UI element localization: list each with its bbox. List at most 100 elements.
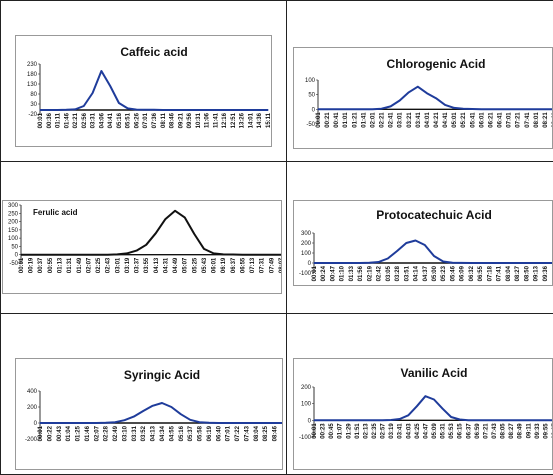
x-tick-label: 00:37 [38,257,44,273]
x-tick-label: 04:13 [154,257,160,273]
data-point [321,419,324,421]
data-point [280,254,281,256]
x-tick-label: 07:01 [143,112,149,128]
data-point [161,402,163,404]
x-tick-label: 00:45 [329,423,335,439]
data-point [387,257,389,260]
data-point [493,419,495,421]
x-tick-label: 01:04 [66,425,72,441]
data-point [444,104,446,106]
data-point [461,262,463,264]
x-tick-label: 02:41 [389,112,395,128]
data-point [534,262,537,264]
data-point [462,108,464,110]
data-point [155,232,157,234]
data-point [498,108,501,110]
data-point [241,109,243,111]
data-point [426,92,428,94]
y-tick-label: 130 [27,82,38,88]
chart-title: Chlorogenic Acid [387,57,486,71]
data-point [92,92,94,94]
data-point [417,86,419,88]
x-tick-label: 08:25 [263,425,269,441]
x-tick-label: 05:51 [126,112,132,128]
x-tick-label: 09:33 [535,423,541,439]
x-tick-label: 05:25 [192,257,198,273]
x-tick-label: 08:49 [518,423,524,439]
x-tick-label: 03:19 [125,257,131,273]
x-tick-label: 01:01 [343,112,349,128]
x-tick-label: 07:43 [492,423,498,439]
x-tick-label: 04:47 [423,423,429,439]
x-tick-label: 02:13 [363,423,369,439]
x-tick-label: 02:07 [94,425,100,441]
x-tick-label: 05:09 [432,423,438,439]
x-tick-label: 01:25 [76,425,82,441]
data-point [399,418,401,420]
x-tick-label: 04:14 [414,265,420,281]
x-tick-label: 06:32 [469,265,475,281]
x-tick-label: 08:50 [524,265,530,281]
x-tick-label: 14:36 [257,112,263,128]
data-point [381,419,384,421]
y-tick-label: 300 [8,203,19,209]
x-tick-label: 01:33 [349,265,355,281]
data-point [424,395,427,397]
data-point [517,108,519,110]
data-point [362,108,364,110]
x-tick-label: 01:31 [67,257,73,273]
data-point [535,108,537,110]
x-tick-label: 03:28 [395,265,401,281]
y-tick-label: 100 [8,236,19,242]
data-point [356,419,358,421]
data-point [516,262,518,264]
y-tick-label: 80 [30,92,37,98]
y-tick-label: 180 [27,72,38,78]
x-tick-label: 01:29 [346,423,352,439]
x-tick-label: 02:07 [86,257,92,273]
data-point [270,254,272,256]
x-tick-label: 07:31 [260,257,266,273]
data-point [378,261,380,263]
data-point [347,419,349,421]
data-point [344,108,346,110]
x-tick-label: 03:10 [122,425,128,441]
data-point [498,262,500,264]
series-line-syringic-acid [40,402,282,424]
x-tick-label: 03:37 [135,257,141,273]
data-point [48,422,50,424]
data-point [350,262,352,264]
x-tick-label: 00:24 [321,265,327,281]
data-point [441,408,444,410]
data-point [162,109,164,111]
x-tick-label: 05:16 [179,425,185,441]
x-tick-label: 09:11 [526,423,532,439]
data-point [180,413,182,415]
y-tick-label: 200 [301,241,312,247]
chart-title: Ferulic acid [33,208,78,217]
x-tick-label: 06:01 [479,112,485,128]
data-point [214,109,216,111]
x-tick-label: 02:25 [96,257,102,273]
data-point [86,422,88,424]
x-tick-label: 05:21 [461,112,467,128]
data-point [109,85,111,87]
x-tick-label: 03:31 [132,425,138,441]
data-point [208,422,210,424]
data-point [135,249,138,252]
x-tick-label: 00:01 [312,423,318,439]
data-point [30,254,32,256]
y-tick-label: 250 [8,211,19,217]
x-tick-label: 04:01 [425,112,431,128]
y-tick-label: 30 [30,102,37,108]
data-point [127,107,129,109]
y-tick-label: 0 [308,261,312,267]
data-point [241,254,244,256]
data-point [249,109,252,111]
x-tick-label: 08:46 [273,425,279,441]
x-tick-label: 09:55 [543,423,549,439]
x-tick-label: 06:59 [475,423,481,439]
x-tick-label: 08:21 [543,112,549,128]
x-tick-label: 05:53 [449,423,455,439]
